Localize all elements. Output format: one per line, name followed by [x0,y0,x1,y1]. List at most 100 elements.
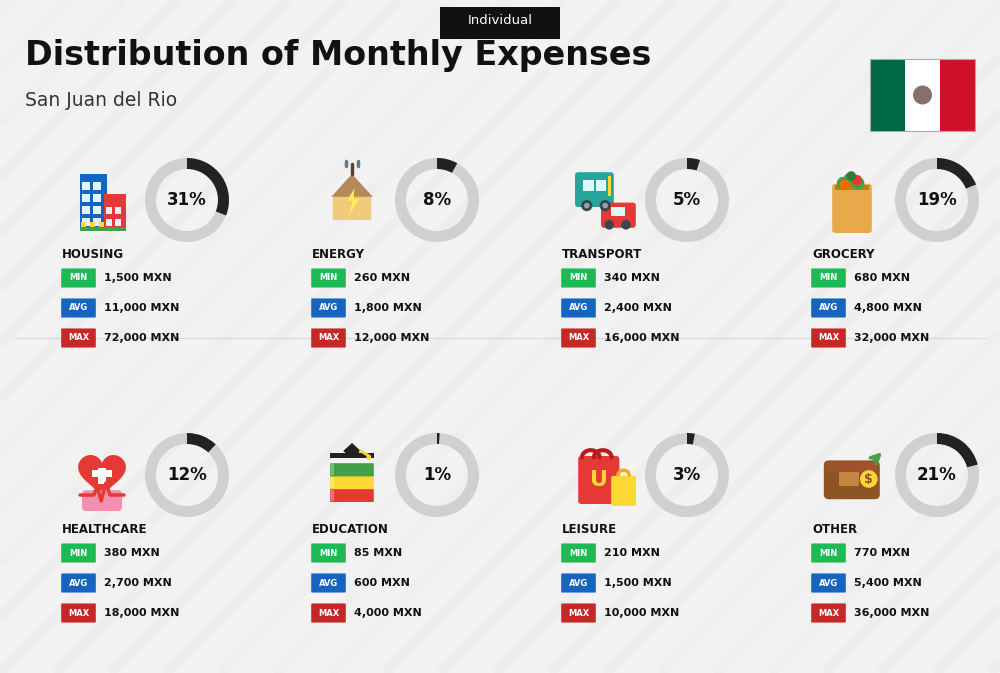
FancyBboxPatch shape [61,604,96,623]
Circle shape [604,220,614,229]
FancyBboxPatch shape [82,194,90,202]
FancyBboxPatch shape [82,182,90,190]
Text: 1%: 1% [423,466,451,484]
FancyBboxPatch shape [92,470,112,477]
Text: HOUSING: HOUSING [62,248,124,261]
Text: 4,800 MXN: 4,800 MXN [854,303,922,313]
FancyBboxPatch shape [832,184,872,233]
Wedge shape [187,433,216,452]
Text: MIN: MIN [319,548,338,557]
FancyBboxPatch shape [561,573,596,592]
Circle shape [844,173,856,186]
Text: 72,000 MXN: 72,000 MXN [104,333,179,343]
Text: TRANSPORT: TRANSPORT [562,248,642,261]
Text: MIN: MIN [69,548,88,557]
FancyBboxPatch shape [311,298,346,318]
Circle shape [366,455,371,460]
Text: 36,000 MXN: 36,000 MXN [854,608,929,618]
Circle shape [584,203,590,209]
FancyBboxPatch shape [331,464,334,475]
FancyBboxPatch shape [115,207,121,214]
Wedge shape [937,433,978,467]
Text: MIN: MIN [69,273,88,283]
Text: 600 MXN: 600 MXN [354,578,410,588]
FancyBboxPatch shape [311,573,346,592]
Text: 4,000 MXN: 4,000 MXN [354,608,422,618]
FancyBboxPatch shape [311,604,346,623]
Polygon shape [331,174,373,197]
Text: 1,500 MXN: 1,500 MXN [604,578,672,588]
FancyBboxPatch shape [104,194,126,230]
FancyBboxPatch shape [106,207,112,214]
FancyBboxPatch shape [827,462,877,471]
FancyBboxPatch shape [331,477,334,488]
Text: MIN: MIN [569,548,588,557]
FancyBboxPatch shape [330,476,374,489]
Text: Individual: Individual [468,15,532,28]
Text: LEISURE: LEISURE [562,523,617,536]
FancyBboxPatch shape [93,218,101,226]
Circle shape [600,200,611,211]
FancyBboxPatch shape [80,227,126,232]
Wedge shape [145,158,229,242]
Wedge shape [395,433,479,517]
FancyBboxPatch shape [82,206,90,214]
Wedge shape [687,433,695,445]
Text: MAX: MAX [318,608,339,618]
Text: 11,000 MXN: 11,000 MXN [104,303,179,313]
Text: MAX: MAX [568,334,589,343]
Text: 260 MXN: 260 MXN [354,273,410,283]
Text: 12,000 MXN: 12,000 MXN [354,333,429,343]
Text: AVG: AVG [69,579,88,588]
Text: AVG: AVG [569,304,588,312]
FancyBboxPatch shape [611,207,625,216]
FancyBboxPatch shape [81,222,86,230]
FancyBboxPatch shape [811,269,846,287]
Wedge shape [145,433,229,517]
FancyBboxPatch shape [601,203,636,227]
FancyBboxPatch shape [561,328,596,347]
Text: 340 MXN: 340 MXN [604,273,660,283]
Text: 8%: 8% [423,191,451,209]
FancyBboxPatch shape [93,182,101,190]
FancyBboxPatch shape [82,490,122,511]
Text: 770 MXN: 770 MXN [854,548,910,558]
FancyBboxPatch shape [578,456,619,504]
FancyBboxPatch shape [106,219,112,226]
Text: AVG: AVG [819,579,838,588]
Wedge shape [645,158,729,242]
Text: AVG: AVG [819,304,838,312]
Text: 21%: 21% [917,466,957,484]
Circle shape [860,470,878,488]
FancyBboxPatch shape [330,463,374,476]
FancyBboxPatch shape [940,59,975,131]
Circle shape [602,203,608,209]
FancyBboxPatch shape [870,59,905,131]
Text: $: $ [864,472,873,485]
FancyBboxPatch shape [80,174,107,230]
Text: AVG: AVG [319,579,338,588]
Wedge shape [645,433,729,517]
FancyBboxPatch shape [330,489,374,502]
Text: MAX: MAX [818,334,839,343]
FancyBboxPatch shape [311,544,346,563]
FancyBboxPatch shape [61,544,96,563]
FancyBboxPatch shape [330,453,374,458]
FancyBboxPatch shape [811,298,846,318]
Text: 5,400 MXN: 5,400 MXN [854,578,922,588]
Circle shape [840,180,850,190]
Text: MAX: MAX [568,608,589,618]
FancyBboxPatch shape [93,206,101,214]
FancyBboxPatch shape [93,194,101,202]
Text: MIN: MIN [819,273,838,283]
Text: GROCERY: GROCERY [812,248,874,261]
Text: 1,500 MXN: 1,500 MXN [104,273,172,283]
FancyBboxPatch shape [811,544,846,563]
Wedge shape [895,433,979,517]
Text: AVG: AVG [319,304,338,312]
FancyBboxPatch shape [596,180,606,191]
FancyBboxPatch shape [61,269,96,287]
Wedge shape [437,158,457,173]
Text: 10,000 MXN: 10,000 MXN [604,608,679,618]
Circle shape [846,171,856,181]
